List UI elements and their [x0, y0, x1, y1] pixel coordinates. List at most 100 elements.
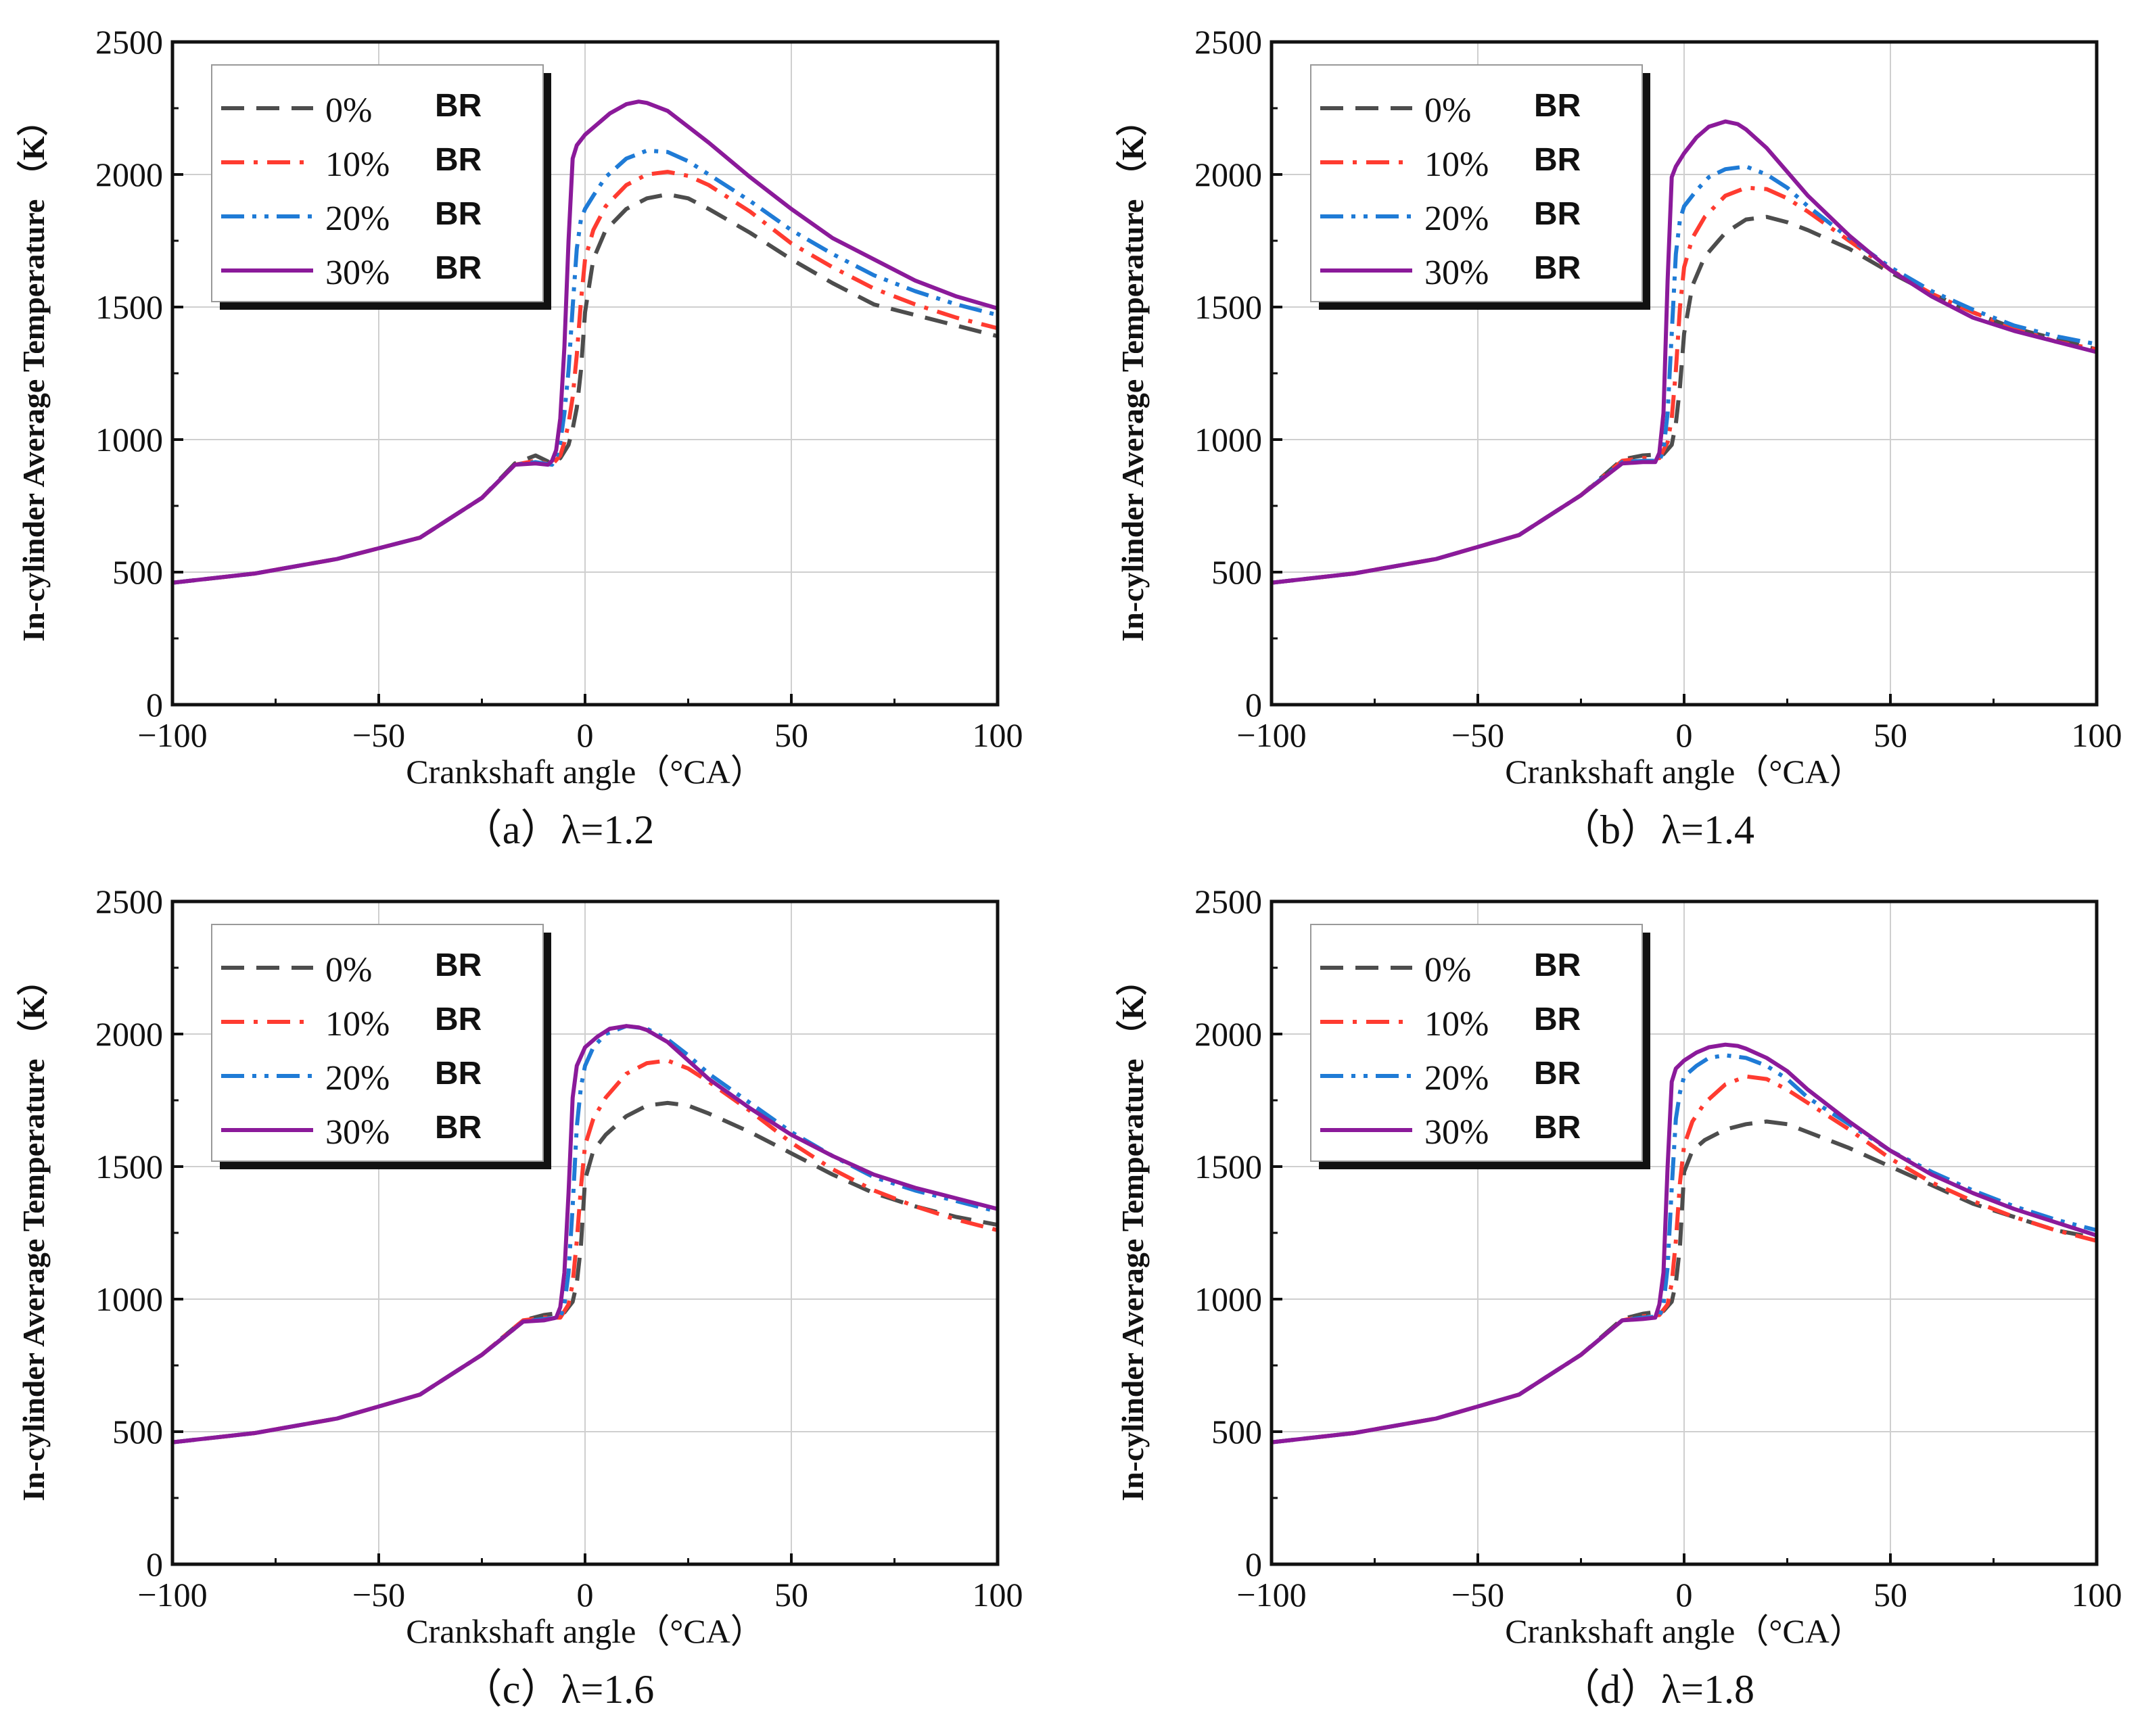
x-tick-label: 0: [1676, 716, 1693, 754]
x-tick-label: 100: [973, 716, 1023, 754]
x-tick-label: 50: [774, 1576, 808, 1614]
chart-panel-1: −100 −50 0 50 10005001000150020002500Cranksh…: [16, 23, 1023, 852]
legend-br-label: BR: [435, 142, 482, 178]
y-tick-label: 2000: [1194, 156, 1262, 193]
x-tick-label: −50: [352, 1576, 405, 1614]
legend-label: 20%: [325, 1059, 390, 1098]
panel-caption: （c）λ=1.6: [462, 1667, 655, 1712]
legend-label: 10%: [325, 145, 390, 184]
legend-label: 0%: [325, 951, 372, 989]
x-axis-label: Crankshaft angle（°CA）: [1505, 753, 1863, 791]
y-tick-label: 500: [112, 553, 163, 591]
panel-caption: （d）λ=1.8: [1560, 1667, 1754, 1712]
y-tick-label: 0: [146, 686, 163, 724]
legend-label: 20%: [325, 200, 390, 238]
chart-panel-4: −100 −50 0 50 10005001000150020002500Cranksh…: [1115, 883, 2122, 1712]
legend-label: 30%: [325, 1113, 390, 1152]
y-axis-label: In-cylinder Average Temperature （K）: [1115, 105, 1150, 641]
x-tick-label: 100: [973, 1576, 1023, 1614]
x-tick-label: 100: [2072, 1576, 2122, 1614]
y-tick-label: 2500: [95, 23, 163, 61]
chart-panel-2: −100 −50 0 50 10005001000150020002500Cranksh…: [1115, 23, 2122, 852]
y-tick-label: 0: [1245, 1545, 1262, 1583]
panel-caption: （b）λ=1.4: [1560, 807, 1754, 852]
x-tick-label: −50: [1451, 1576, 1504, 1614]
legend-box: [1310, 64, 1643, 302]
y-tick-label: 1000: [95, 421, 163, 459]
legend-br-label: BR: [435, 196, 482, 232]
x-axis-label: Crankshaft angle（°CA）: [406, 753, 764, 791]
legend-br-label: BR: [435, 88, 482, 124]
y-tick-label: 2000: [1194, 1015, 1262, 1053]
panel-caption: （a）λ=1.2: [462, 807, 655, 852]
x-tick-label: −100: [1236, 716, 1306, 754]
legend-br-label: BR: [1534, 1110, 1581, 1146]
y-tick-label: 500: [112, 1413, 163, 1451]
y-tick-label: 2000: [95, 1015, 163, 1053]
y-tick-label: 2500: [1194, 23, 1262, 61]
y-tick-label: 1000: [95, 1280, 163, 1318]
x-tick-label: −100: [1236, 1576, 1306, 1614]
x-axis-label: Crankshaft angle（°CA）: [406, 1612, 764, 1650]
x-tick-label: −100: [137, 716, 207, 754]
legend-box: [1310, 924, 1643, 1162]
x-tick-label: 50: [1873, 716, 1907, 754]
y-tick-label: 1500: [1194, 288, 1262, 326]
y-tick-label: 2500: [1194, 883, 1262, 920]
series-line-30pct: [172, 1024, 998, 1445]
y-tick-label: 1000: [1194, 1280, 1262, 1318]
legend: 0% BR 10% BR 20% BR 30% BR: [1310, 924, 1650, 1169]
chart-panel-3: −100 −50 0 50 10005001000150020002500Cranksh…: [16, 883, 1023, 1712]
legend-br-label: BR: [435, 1002, 482, 1037]
y-axis-label: In-cylinder Average Temperature （K）: [16, 105, 51, 641]
x-tick-label: 50: [1873, 1576, 1907, 1614]
x-tick-label: 0: [1676, 1576, 1693, 1614]
x-tick-label: 0: [577, 716, 594, 754]
x-tick-label: 50: [774, 716, 808, 754]
legend-label: 10%: [325, 1005, 390, 1043]
legend-br-label: BR: [1534, 947, 1581, 983]
legend-br-label: BR: [1534, 196, 1581, 232]
legend-box: [211, 924, 544, 1162]
legend-br-label: BR: [435, 947, 482, 983]
legend: 0% BR 10% BR 20% BR 30% BR: [211, 924, 551, 1169]
y-tick-label: 500: [1211, 1413, 1262, 1451]
x-axis-label: Crankshaft angle（°CA）: [1505, 1612, 1863, 1650]
y-tick-label: 2500: [95, 883, 163, 920]
series-line-0pct: [172, 192, 998, 585]
legend-br-label: BR: [435, 250, 482, 286]
legend-br-label: BR: [1534, 142, 1581, 178]
y-tick-label: 1500: [95, 1148, 163, 1186]
y-tick-label: 1500: [95, 288, 163, 326]
legend-label: 0%: [325, 91, 372, 130]
x-tick-label: −50: [1451, 716, 1504, 754]
y-axis-label: In-cylinder Average Temperature （K）: [1115, 964, 1150, 1501]
legend-br-label: BR: [1534, 1002, 1581, 1037]
y-tick-label: 2000: [95, 156, 163, 193]
legend: 0% BR 10% BR 20% BR 30% BR: [211, 64, 551, 310]
legend-br-label: BR: [1534, 1056, 1581, 1092]
x-tick-label: −50: [352, 716, 405, 754]
legend-br-label: BR: [1534, 88, 1581, 124]
x-tick-label: 100: [2072, 716, 2122, 754]
series-line-30pct: [172, 99, 998, 585]
y-tick-label: 500: [1211, 553, 1262, 591]
legend-br-label: BR: [1534, 250, 1581, 286]
legend-label: 0%: [1424, 951, 1471, 989]
legend-label: 30%: [325, 254, 390, 292]
legend-br-label: BR: [435, 1110, 482, 1146]
legend-label: 10%: [1424, 1005, 1489, 1043]
legend-box: [211, 64, 544, 302]
y-tick-label: 1500: [1194, 1148, 1262, 1186]
x-tick-label: 0: [577, 1576, 594, 1614]
y-tick-label: 0: [1245, 686, 1262, 724]
legend-label: 10%: [1424, 145, 1489, 184]
legend-label: 20%: [1424, 200, 1489, 238]
y-tick-label: 0: [146, 1545, 163, 1583]
legend-label: 0%: [1424, 91, 1471, 130]
series-line-30pct: [1271, 1042, 2097, 1445]
legend: 0% BR 10% BR 20% BR 30% BR: [1310, 64, 1650, 310]
y-axis-label: In-cylinder Average Temperature （K）: [16, 964, 51, 1501]
legend-label: 20%: [1424, 1059, 1489, 1098]
